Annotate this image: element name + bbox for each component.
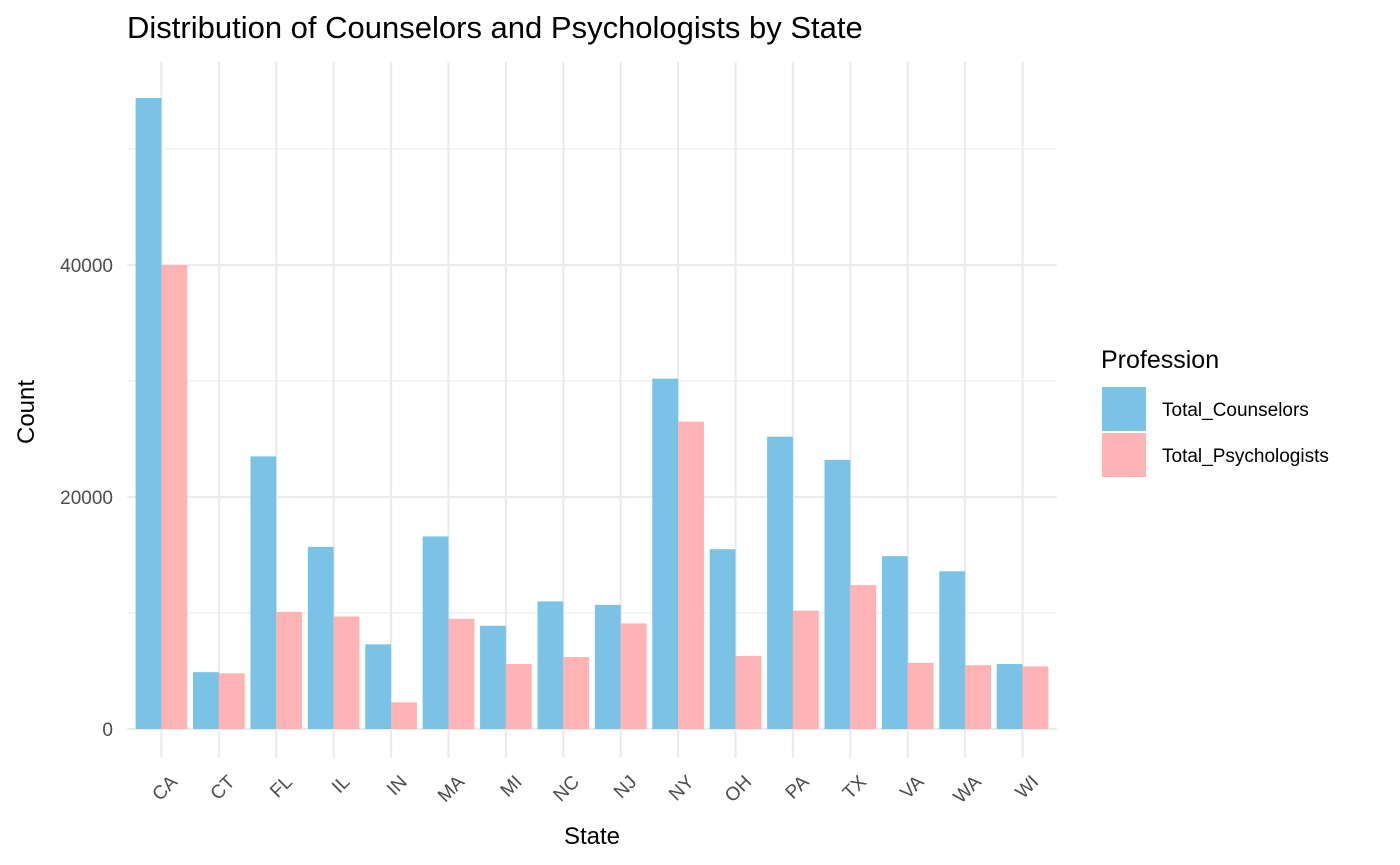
x-tick-label-in: IN bbox=[383, 772, 411, 800]
y-tick-label: 0 bbox=[102, 720, 113, 741]
bar-total-psychologists-fl bbox=[276, 611, 303, 729]
bar-total-counselors-oh bbox=[709, 549, 736, 729]
bar-total-counselors-tx bbox=[824, 459, 851, 729]
bar-total-counselors-il bbox=[307, 546, 334, 729]
bar-total-psychologists-ct bbox=[218, 673, 245, 729]
bar-total-psychologists-mi bbox=[505, 664, 532, 729]
legend-title: Profession bbox=[1101, 346, 1219, 374]
legend-items: Total_Counselors Total_Psychologists bbox=[1100, 385, 1329, 479]
y-tick-labels: 0 20000 40000 bbox=[60, 256, 113, 741]
bar-total-counselors-ma bbox=[422, 536, 449, 729]
bar-total-counselors-wi bbox=[996, 664, 1023, 729]
legend-label-total-counselors: Total_Counselors bbox=[1162, 400, 1309, 421]
legend-swatch-total-psychologists bbox=[1100, 431, 1148, 479]
x-tick-label-pa: PA bbox=[782, 772, 814, 804]
bar-total-counselors-ca bbox=[135, 97, 162, 729]
x-tick-label-tx: TX bbox=[839, 772, 871, 804]
bar-total-counselors-in bbox=[365, 644, 392, 729]
x-tick-label-nc: NC bbox=[550, 772, 584, 806]
bar-total-psychologists-tx bbox=[850, 585, 877, 729]
y-tick-label: 20000 bbox=[60, 488, 113, 509]
x-tick-label-fl: FL bbox=[266, 772, 297, 803]
chart-title: Distribution of Counselors and Psycholog… bbox=[127, 10, 863, 45]
y-tick-label: 40000 bbox=[60, 256, 113, 277]
bar-total-psychologists-ca bbox=[161, 265, 188, 729]
x-tick-label-ma: MA bbox=[434, 772, 469, 807]
legend: Profession Total_Counselors Total_Psychol… bbox=[1100, 346, 1329, 479]
bar-total-psychologists-ny bbox=[678, 421, 704, 729]
x-tick-label-ct: CT bbox=[207, 771, 240, 804]
x-tick-label-ny: NY bbox=[665, 772, 699, 806]
x-axis-title: State bbox=[564, 823, 620, 850]
bar-total-psychologists-il bbox=[333, 616, 360, 729]
bar-total-psychologists-wi bbox=[1022, 666, 1049, 729]
bars bbox=[135, 97, 1049, 729]
legend-label-total-psychologists: Total_Psychologists bbox=[1162, 446, 1329, 467]
bar-total-psychologists-in bbox=[391, 702, 417, 729]
bar-total-psychologists-ma bbox=[448, 618, 475, 729]
x-tick-label-nj: NJ bbox=[610, 772, 641, 803]
bar-total-psychologists-pa bbox=[792, 610, 819, 729]
x-tick-label-wa: WA bbox=[950, 772, 986, 808]
bar-total-counselors-va bbox=[881, 556, 908, 729]
x-tick-label-il: IL bbox=[328, 772, 354, 798]
bar-total-counselors-pa bbox=[767, 436, 793, 729]
x-tick-label-oh: OH bbox=[721, 772, 756, 807]
bar-total-psychologists-oh bbox=[735, 655, 762, 729]
bar-total-counselors-nj bbox=[594, 604, 621, 729]
bar-total-counselors-ny bbox=[652, 378, 679, 729]
x-tick-label-mi: MI bbox=[497, 772, 527, 802]
x-tick-labels: CA CT FL IL IN MA MI NC NJ NY OH PA TX VA WA WI bbox=[149, 771, 1044, 807]
bar-total-psychologists-wa bbox=[965, 665, 991, 729]
bar-total-counselors-mi bbox=[480, 625, 506, 729]
x-tick-label-ca: CA bbox=[149, 772, 183, 806]
y-axis-title: Count bbox=[13, 380, 40, 444]
legend-swatch-total-counselors bbox=[1100, 385, 1148, 433]
bar-total-psychologists-va bbox=[907, 662, 934, 729]
bar-total-counselors-ct bbox=[193, 672, 219, 729]
bar-total-counselors-fl bbox=[250, 456, 277, 729]
bar-total-psychologists-nj bbox=[620, 623, 647, 729]
x-tick-label-wi: WI bbox=[1012, 772, 1043, 803]
bar-total-psychologists-nc bbox=[563, 657, 590, 729]
bar-total-counselors-nc bbox=[537, 601, 564, 729]
bar-total-counselors-wa bbox=[939, 571, 966, 729]
x-tick-label-va: VA bbox=[897, 772, 929, 804]
